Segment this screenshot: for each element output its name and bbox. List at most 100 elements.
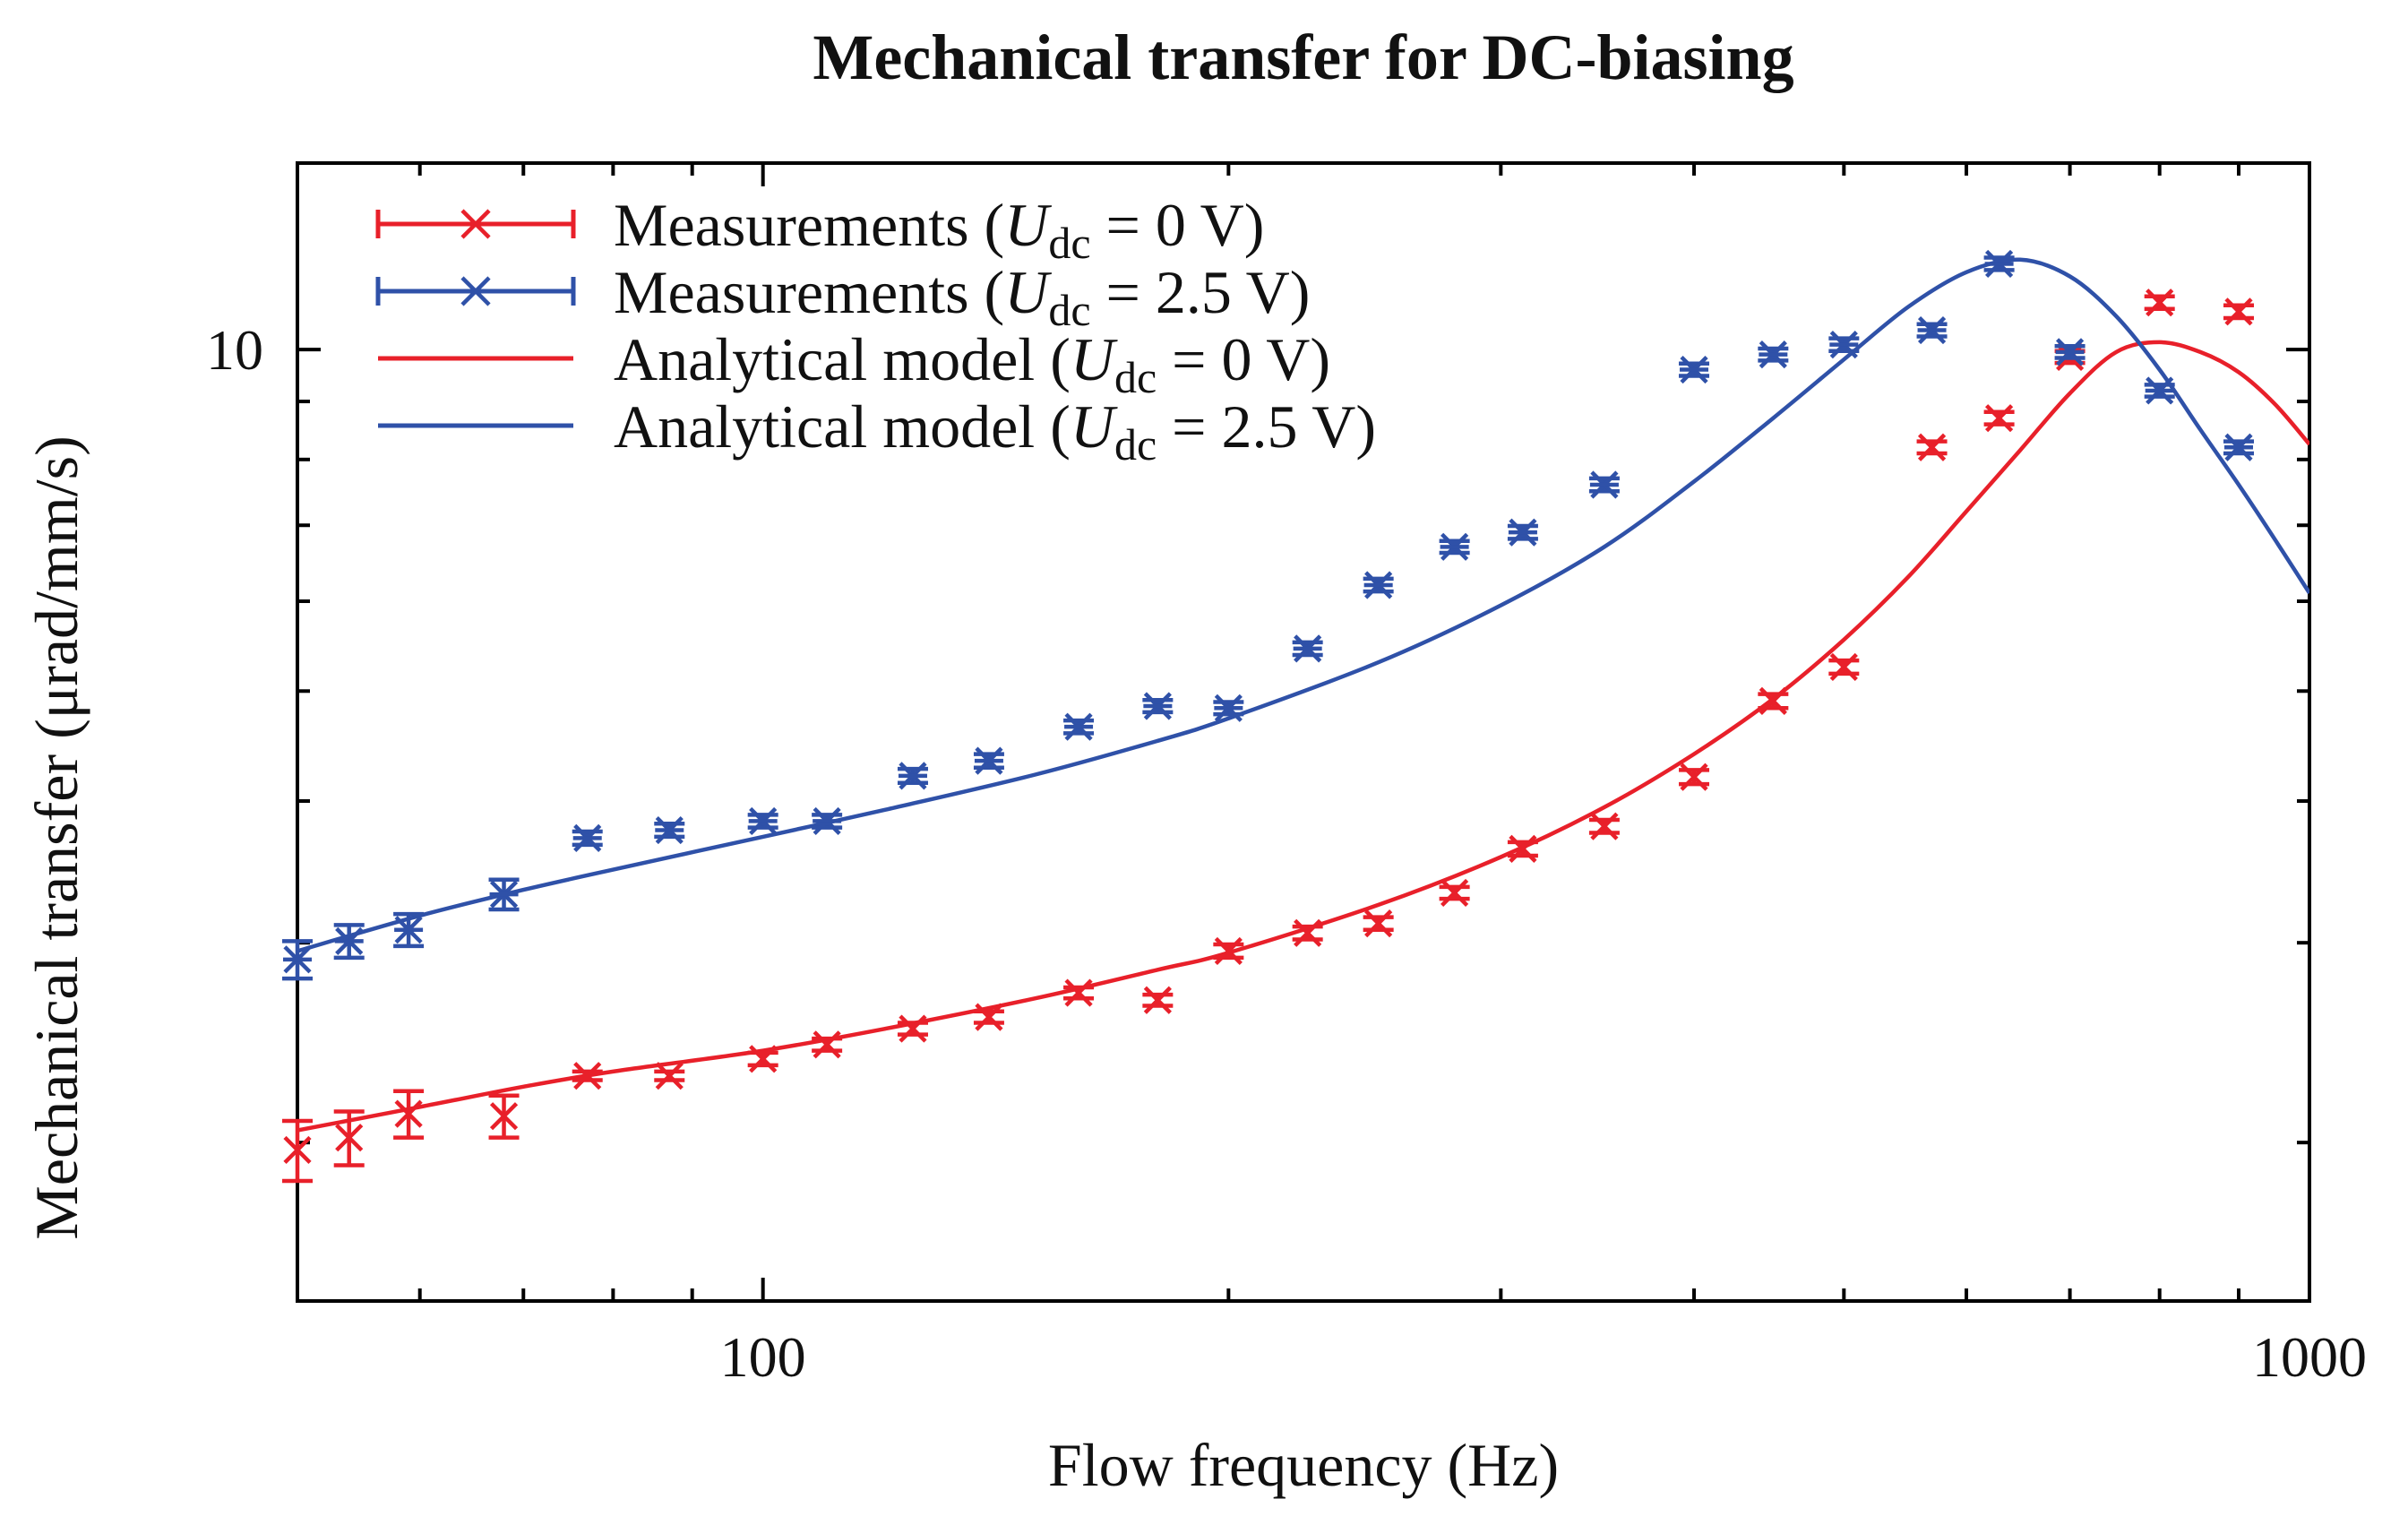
legend-label-variable: U: [1004, 191, 1052, 259]
data-point-udc-0: [1916, 433, 1948, 461]
data-point-udc-2-5: [333, 923, 365, 961]
legend-entry: Analytical model (Udc = 2.5 V): [378, 392, 1376, 470]
legend-label-suffix: = 0 V): [1091, 191, 1265, 259]
marker-stroke: [1214, 936, 1243, 966]
data-point-udc-2-5: [1916, 315, 1948, 345]
x-tick-label: 1000: [2252, 1325, 2367, 1389]
data-point-udc-2-5: [1828, 331, 1860, 359]
legend-label-suffix: = 0 V): [1157, 325, 1330, 393]
data-point-udc-0: [1679, 762, 1710, 791]
marker-stroke: [2224, 297, 2253, 326]
x-tick-label: 100: [720, 1325, 806, 1389]
marker-stroke: [899, 1014, 927, 1043]
marker-stroke: [1590, 812, 1619, 840]
marker-stroke: [1985, 404, 2014, 433]
legend-label: Measurements (Udc = 2.5 V): [614, 258, 1310, 335]
marker-stroke: [1509, 834, 1537, 863]
marker-stroke: [1294, 918, 1322, 947]
marker-stroke: [813, 1030, 841, 1059]
plot-frame: [296, 161, 2311, 1303]
data-point-udc-2-5: [812, 806, 843, 836]
legend-entry: Measurements (Udc = 0 V): [375, 191, 1264, 268]
y-tick-label: 10: [206, 318, 263, 382]
legend-label-subscript: dc: [1114, 352, 1157, 402]
data-point-udc-2-5: [1363, 571, 1394, 599]
marker-stroke: [1364, 909, 1393, 938]
data-point-udc-2-5: [572, 823, 603, 852]
data-point-udc-2-5: [1142, 692, 1174, 720]
marker-stroke: [1064, 978, 1093, 1007]
legend-label-variable: U: [1004, 258, 1052, 326]
marker-stroke: [2146, 289, 2174, 317]
data-point-udc-0: [1983, 404, 2015, 433]
data-point-udc-2-5: [1588, 470, 1620, 499]
legend-label-subscript: dc: [1048, 218, 1090, 268]
data-point-udc-2-5: [747, 806, 778, 836]
marker-stroke: [1917, 433, 1947, 461]
data-point-udc-0: [1507, 834, 1538, 863]
legend-label-suffix: = 2.5 V): [1091, 258, 1311, 326]
marker-stroke: [1143, 986, 1172, 1014]
measurement-points: [282, 249, 2255, 1184]
data-point-udc-2-5: [1292, 634, 1323, 663]
marker-stroke: [749, 1045, 778, 1073]
marker-stroke: [1680, 762, 1708, 791]
data-point-udc-0: [897, 1014, 928, 1043]
data-point-udc-2-5: [1439, 532, 1470, 561]
legend-label: Measurements (Udc = 0 V): [614, 191, 1264, 268]
legend-label-variable: U: [1071, 325, 1118, 393]
legend-label-subscript: dc: [1048, 285, 1090, 335]
marker-stroke: [655, 1062, 684, 1090]
data-point-udc-0: [1213, 936, 1244, 966]
legend-label-prefix: Measurements (: [614, 258, 1004, 326]
legend-label: Analytical model (Udc = 2.5 V): [614, 392, 1376, 470]
data-point-udc-0: [973, 1003, 1004, 1031]
data-point-udc-0: [282, 1118, 313, 1184]
data-point-udc-2-5: [654, 815, 685, 845]
data-point-udc-0: [1758, 686, 1789, 715]
data-point-udc-0: [2223, 297, 2255, 326]
legend-label-subscript: dc: [1114, 419, 1157, 470]
marker-stroke: [335, 1124, 364, 1152]
data-point-udc-0: [1063, 978, 1095, 1007]
legend-label-prefix: Analytical model (: [614, 325, 1071, 393]
plot-area: 100 1000 10: [206, 161, 2367, 1389]
model-curves: [297, 257, 2309, 1133]
data-point-udc-0: [393, 1089, 425, 1140]
data-point-udc-2-5: [2144, 376, 2175, 405]
data-point-udc-0: [654, 1062, 685, 1090]
legend-entry: Measurements (Udc = 2.5 V): [375, 258, 1310, 335]
chart-title: Mechanical transfer for DC-biasing: [813, 22, 1793, 93]
legend-label-prefix: Analytical model (: [614, 392, 1071, 461]
model-curve-udc-2-5: [297, 257, 2309, 953]
marker-stroke: [394, 1099, 423, 1128]
data-point-udc-2-5: [897, 762, 928, 790]
data-point-udc-2-5: [973, 746, 1004, 775]
data-point-udc-2-5: [1679, 355, 1710, 384]
data-point-udc-2-5: [1213, 694, 1244, 722]
x-axis-label: Flow frequency (Hz): [1048, 1431, 1559, 1499]
data-point-udc-2-5: [1983, 249, 2015, 279]
data-point-udc-0: [1292, 918, 1323, 947]
marker-stroke: [573, 1062, 602, 1090]
data-point-udc-0: [2144, 289, 2175, 317]
marker-stroke: [1440, 878, 1469, 908]
data-point-udc-0: [1439, 878, 1470, 908]
legend-label: Analytical model (Udc = 0 V): [614, 325, 1330, 402]
marker-stroke: [283, 1135, 312, 1165]
data-point-udc-2-5: [2223, 433, 2255, 461]
data-point-udc-2-5: [1758, 340, 1789, 369]
legend: Measurements (Udc = 0 V)Measurements (Ud…: [375, 191, 1376, 470]
marker-stroke: [489, 1102, 519, 1131]
data-point-udc-0: [1828, 652, 1860, 682]
data-point-udc-2-5: [1507, 518, 1538, 547]
y-axis-label: Mechanical transfer (μrad/mm/s): [22, 435, 90, 1239]
data-point-udc-2-5: [2054, 338, 2086, 366]
legend-label-variable: U: [1071, 392, 1118, 461]
legend-entry: Analytical model (Udc = 0 V): [378, 325, 1330, 402]
data-point-udc-2-5: [282, 939, 313, 981]
data-point-udc-2-5: [393, 911, 425, 949]
data-point-udc-0: [812, 1030, 843, 1059]
data-point-udc-0: [488, 1093, 520, 1140]
